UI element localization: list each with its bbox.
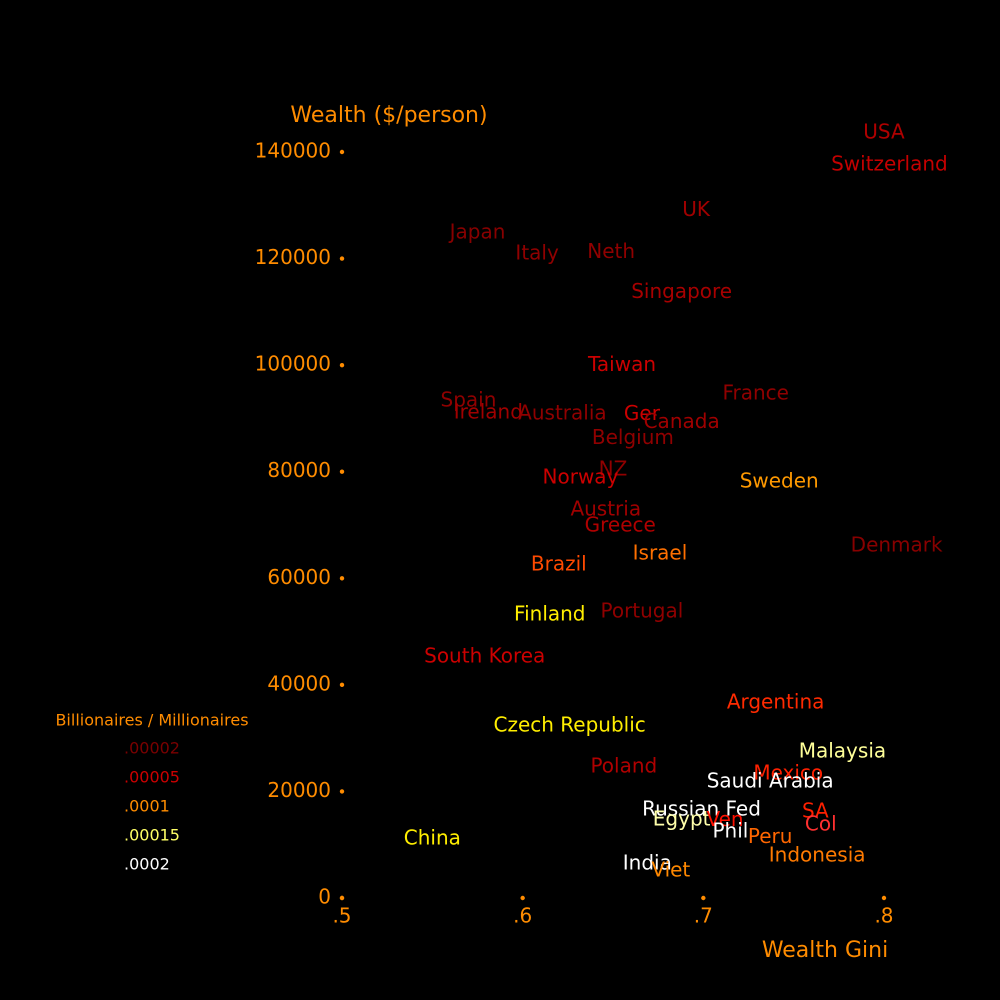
y-tick-label: 0 — [318, 885, 331, 909]
country-label: Israel — [633, 540, 688, 564]
legend-entry: .00015 — [124, 826, 180, 845]
x-tick-label: .8 — [874, 904, 893, 928]
country-label: Indonesia — [769, 842, 866, 866]
x-axis-label: Wealth Gini — [762, 938, 888, 963]
y-axis-label: Wealth ($/person) — [290, 103, 487, 128]
country-label: South Korea — [424, 644, 545, 668]
legend-entry: .00005 — [124, 768, 180, 787]
y-tick-mark — [339, 576, 345, 581]
country-label: Denmark — [851, 532, 943, 556]
legend-entry: .0002 — [124, 855, 170, 874]
country-label: Sweden — [740, 468, 819, 492]
country-label: Poland — [590, 753, 657, 777]
y-tick-label: 140000 — [255, 139, 331, 163]
country-label: Singapore — [631, 279, 732, 303]
country-label: Austria — [570, 497, 641, 521]
country-label: Russian Fed — [642, 797, 761, 821]
country-label: Portugal — [600, 598, 683, 622]
y-tick-label: 40000 — [267, 671, 331, 695]
country-label: Argentina — [727, 689, 825, 713]
country-label: Italy — [515, 240, 559, 264]
country-label: Australia — [518, 401, 606, 425]
x-tick-label: .7 — [694, 904, 713, 928]
country-label: Canada — [644, 409, 720, 433]
legend-title: Billionaires / Millionaires — [55, 711, 248, 730]
country-label: Ger — [624, 401, 661, 425]
country-label: UK — [682, 197, 711, 221]
x-tick-label: .5 — [332, 904, 351, 928]
country-label: Switzerland — [831, 151, 948, 175]
country-label: Taiwan — [587, 352, 656, 376]
x-tick-mark — [881, 895, 887, 901]
y-tick-mark — [339, 149, 345, 155]
country-label: SA — [802, 799, 829, 823]
country-label: Neth — [587, 239, 635, 263]
y-tick-label: 100000 — [255, 352, 331, 376]
country-label: Spain — [441, 387, 497, 411]
country-label: NZ — [599, 457, 628, 481]
x-tick-mark — [520, 895, 525, 901]
y-tick-mark — [339, 469, 345, 474]
legend-entry: .0001 — [124, 797, 170, 816]
country-label: Ireland — [454, 400, 523, 424]
country-label: Saudi Arabia — [707, 768, 834, 792]
y-tick-mark — [339, 789, 345, 794]
country-label: China — [404, 825, 461, 849]
country-label: Greece — [585, 513, 656, 537]
country-label: Viet — [651, 857, 690, 881]
y-tick-label: 80000 — [267, 458, 331, 482]
country-label: Col — [805, 811, 837, 835]
legend-entry: .00002 — [124, 739, 180, 758]
country-label: Malaysia — [799, 738, 886, 762]
country-label: Mexico — [753, 760, 823, 784]
y-tick-mark — [339, 682, 345, 688]
country-label: Norway — [543, 465, 619, 489]
country-label: Ven — [706, 807, 743, 831]
country-label: Brazil — [531, 551, 587, 575]
x-tick-mark — [339, 895, 345, 901]
x-tick-label: .6 — [513, 904, 532, 928]
y-tick-label: 60000 — [267, 565, 331, 589]
country-label: India — [623, 850, 672, 874]
y-tick-mark — [339, 256, 345, 261]
y-tick-label: 120000 — [255, 245, 331, 269]
country-label: Phil — [713, 818, 749, 842]
country-label: Belgium — [592, 425, 674, 449]
country-label: USA — [863, 119, 905, 143]
x-tick-mark — [701, 895, 706, 901]
country-label: Japan — [448, 219, 506, 243]
y-tick-mark — [339, 362, 345, 368]
country-label: Czech Republic — [493, 712, 645, 736]
y-tick-label: 20000 — [267, 778, 331, 802]
country-label: France — [722, 380, 789, 404]
country-label: Egypt — [653, 807, 711, 831]
country-label: Finland — [514, 602, 585, 626]
country-label: Peru — [748, 824, 793, 848]
